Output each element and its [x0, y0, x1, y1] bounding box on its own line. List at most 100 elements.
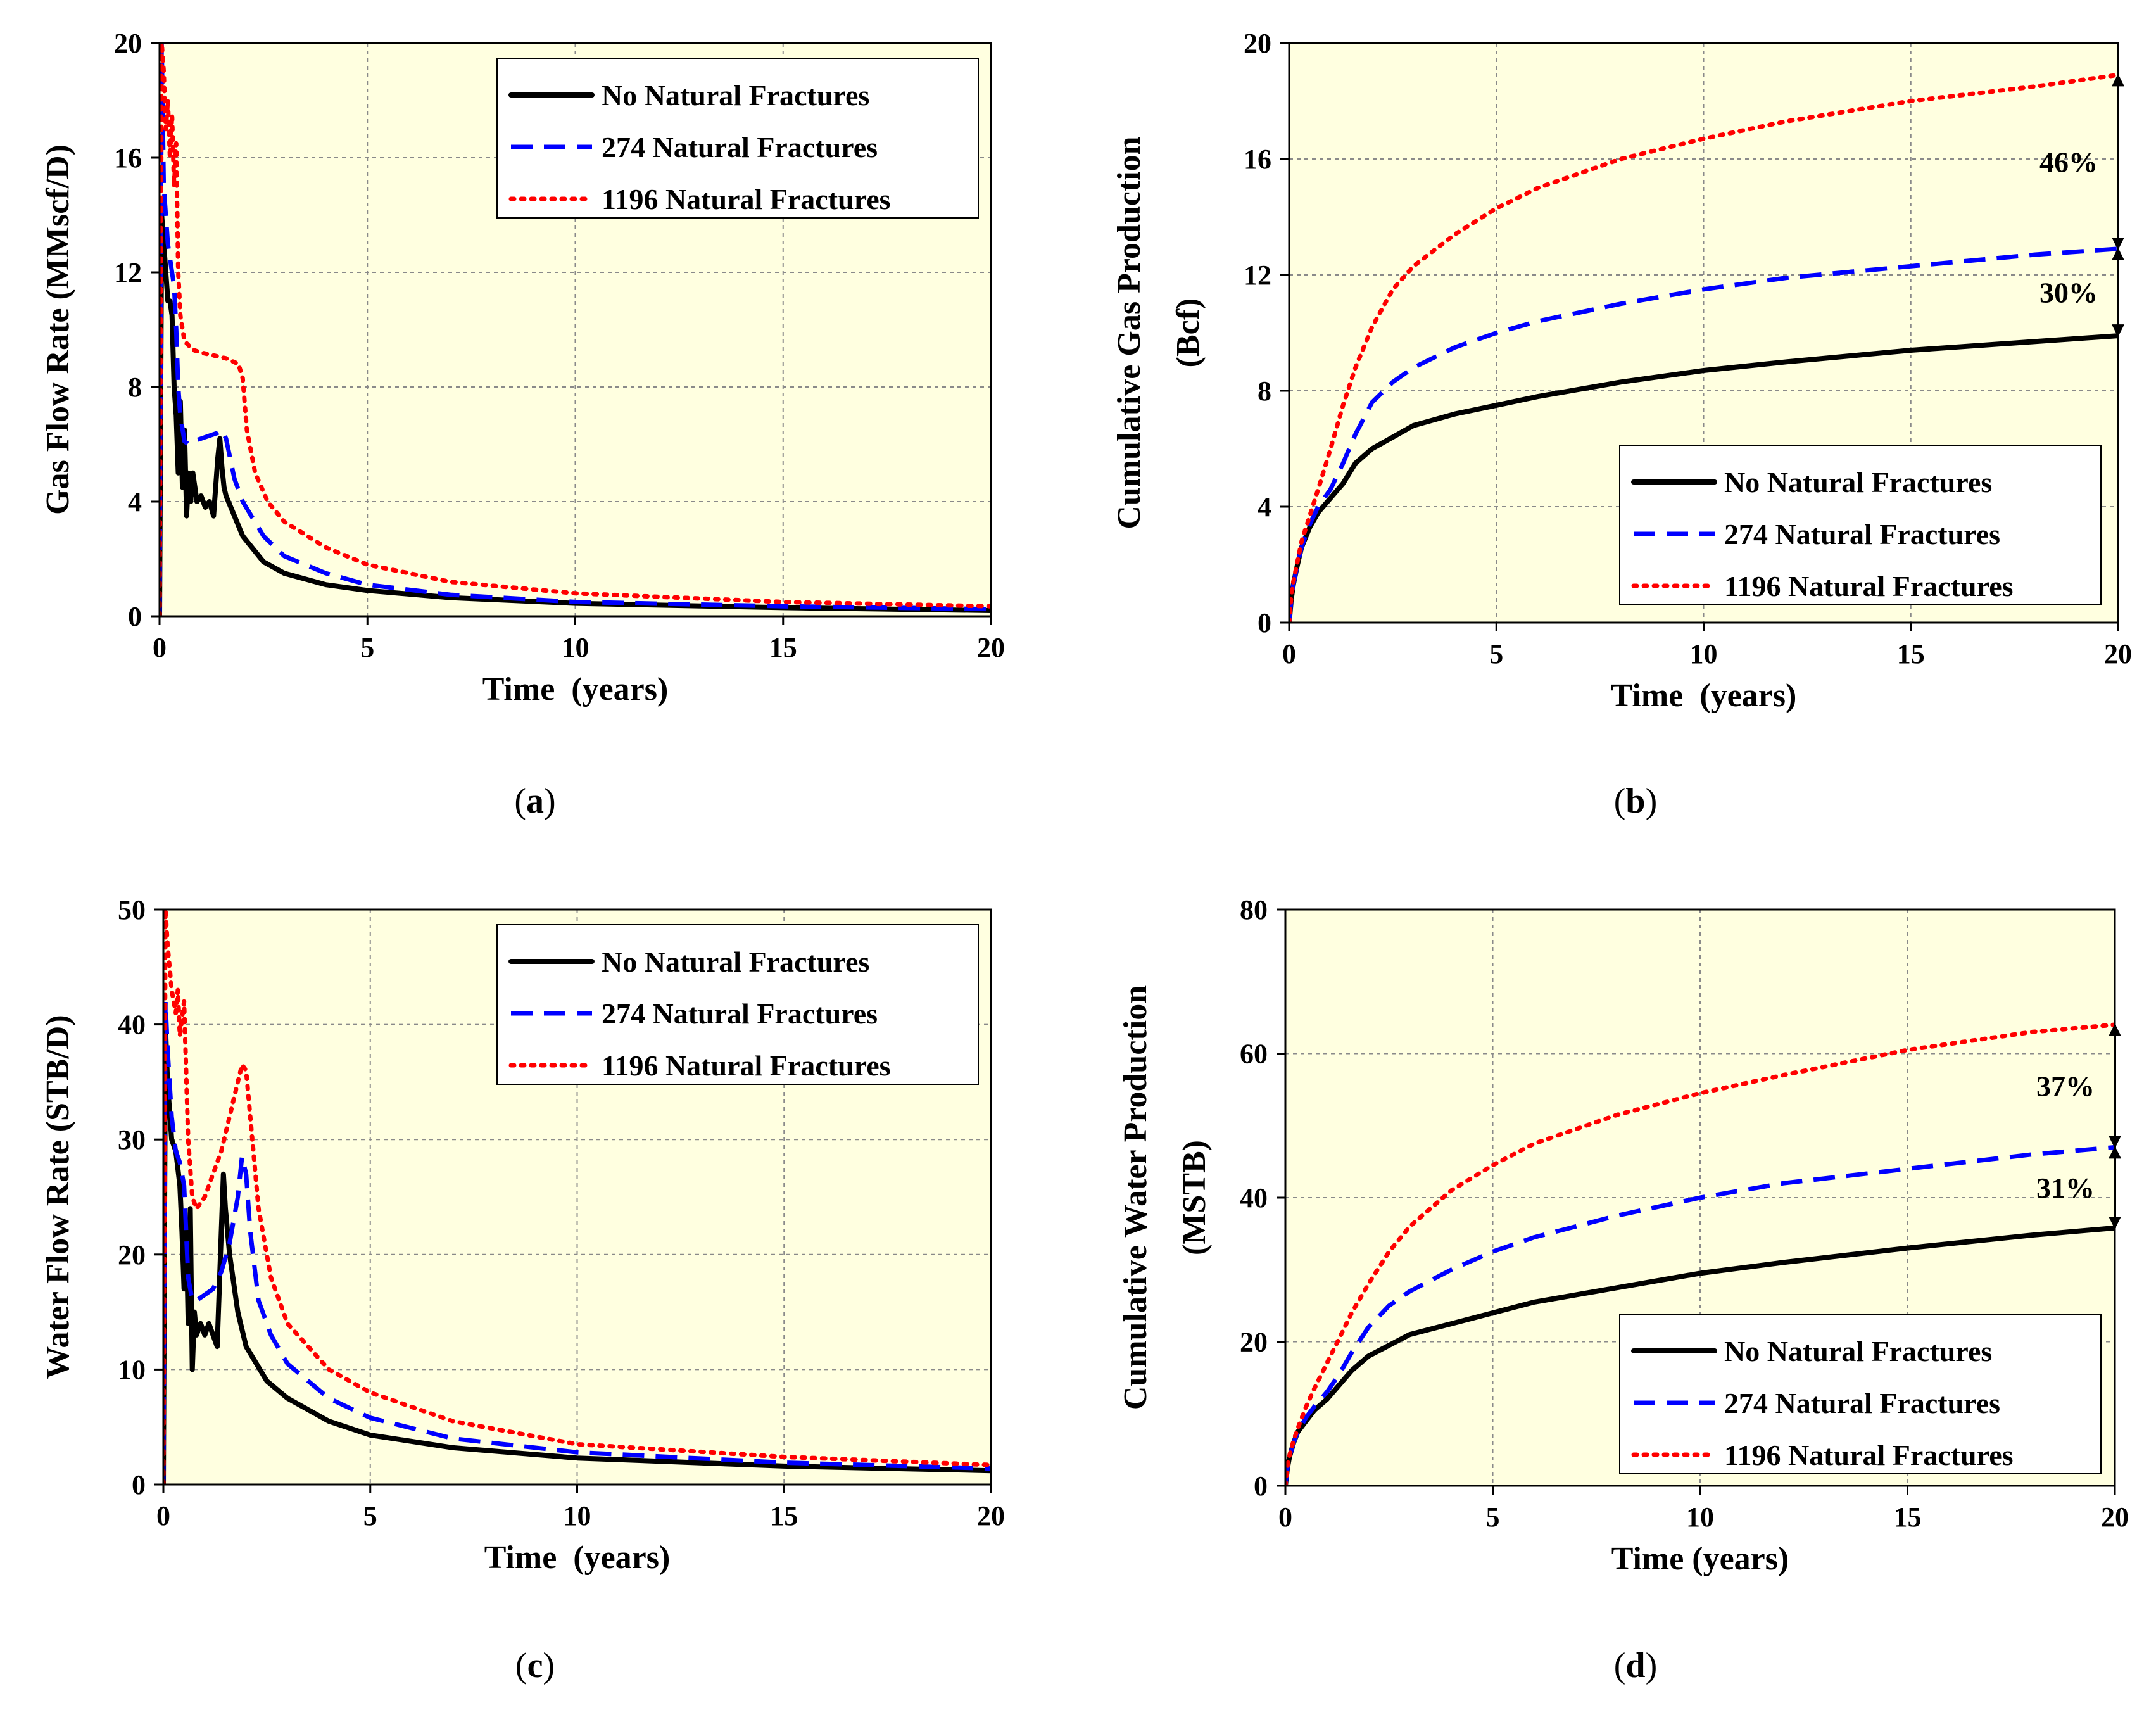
y-tick-label: 80 [1240, 894, 1268, 925]
x-tick-label: 5 [363, 1500, 377, 1531]
caption-d: (d) [1614, 1646, 1657, 1685]
x-tick-label: 20 [977, 632, 1005, 663]
legend-entry-0: No Natural Fractures [602, 79, 869, 111]
x-tick-label: 15 [1897, 638, 1925, 669]
series-line-2 [1289, 72, 2118, 623]
panel-a-gas-flow-rate: 0 5 10 15 20 0 4 8 12 16 20 Time (years) Gas Flow Ra… [40, 28, 1005, 707]
legend: No Natural Fractures 274 Natural Fracture… [496, 924, 979, 1085]
x-tick-label: 10 [564, 1500, 591, 1531]
panel-b-cumulative-gas: 0 5 10 15 20 0 4 8 12 16 20 Time (years) Cumulative … [1111, 28, 2132, 714]
y-tick-label: 20 [118, 1239, 146, 1270]
annotation-label: 31% [2036, 1172, 2095, 1204]
panel-d-cumulative-water: 0 5 10 15 20 0 20 40 60 80 Time (years) Cumulative … [1118, 894, 2129, 1577]
legend: No Natural Fractures 274 Natural Fracture… [1619, 1314, 2102, 1474]
y-tick-label: 0 [132, 1469, 146, 1500]
y-tick-label: 50 [118, 894, 146, 925]
y-tick-label: 10 [118, 1354, 146, 1385]
series-group [160, 43, 991, 616]
series-line-2 [163, 909, 991, 1485]
x-tick-label: 5 [1489, 638, 1503, 669]
series-line-2 [1285, 1022, 2115, 1486]
series-group [1285, 1022, 2115, 1486]
x-axis-title: Time (years) [482, 671, 669, 707]
series-line-0 [163, 1022, 991, 1485]
legend: No Natural Fractures 274 Natural Fracture… [1619, 445, 2102, 605]
x-tick-label: 10 [562, 632, 589, 663]
y-tick-label: 16 [1244, 144, 1271, 175]
annotation-label: 30% [2039, 276, 2098, 308]
legend-entry-1: 274 Natural Fractures [602, 131, 878, 163]
y-axis-title: Water Flow Rate (STB/D) [40, 1015, 76, 1379]
legend-entry-1: 274 Natural Fractures [1724, 518, 2000, 550]
legend-box [1619, 1314, 2102, 1474]
annotation-0: 46% [2039, 73, 2124, 250]
annotation-1: 30% [2039, 247, 2124, 338]
legend-entry-2: 1196 Natural Fractures [602, 183, 891, 215]
legend-box [496, 58, 979, 218]
x-tick-label: 10 [1686, 1502, 1714, 1533]
caption-b: (b) [1614, 782, 1657, 821]
legend-entry-1: 274 Natural Fractures [1724, 1387, 2000, 1419]
y-axis-title: (Bcf) [1170, 298, 1206, 368]
legend: No Natural Fractures 274 Natural Fracture… [496, 58, 979, 218]
y-axis-title: Cumulative Water Production [1118, 985, 1154, 1410]
x-tick-label: 20 [977, 1500, 1005, 1531]
y-tick-label: 40 [118, 1010, 146, 1041]
series-line-0 [160, 212, 991, 616]
annotation-0: 37% [2036, 1023, 2121, 1149]
x-axis-title: Time (years) [1611, 678, 1797, 714]
x-tick-label: 0 [153, 632, 167, 663]
x-tick-label: 5 [1486, 1502, 1500, 1533]
y-tick-label: 20 [1244, 28, 1271, 59]
x-axis-title: Time (years) [1611, 1541, 1789, 1577]
series-line-1 [160, 43, 991, 616]
y-tick-label: 12 [1244, 260, 1271, 291]
y-tick-label: 20 [1240, 1327, 1268, 1358]
y-tick-label: 0 [1254, 1471, 1268, 1502]
y-axis-title: (MSTB) [1176, 1140, 1213, 1255]
annotation-label: 46% [2039, 146, 2098, 179]
x-tick-label: 0 [1282, 638, 1296, 669]
x-axis-title: Time (years) [484, 1540, 671, 1576]
legend-entry-2: 1196 Natural Fractures [602, 1049, 891, 1082]
y-tick-label: 20 [114, 28, 142, 59]
x-tick-label: 20 [2104, 638, 2132, 669]
y-tick-label: 40 [1240, 1182, 1268, 1213]
legend-entry-1: 274 Natural Fractures [602, 998, 878, 1030]
y-axis-title: Cumulative Gas Production [1111, 136, 1147, 529]
x-tick-label: 0 [1278, 1502, 1292, 1533]
x-tick-label: 0 [156, 1500, 170, 1531]
y-tick-label: 8 [128, 372, 142, 403]
caption-a: (a) [514, 782, 555, 821]
legend-box [496, 924, 979, 1085]
legend-entry-0: No Natural Fractures [1724, 1335, 1992, 1367]
y-tick-label: 4 [1258, 491, 1271, 522]
caption-c: (c) [515, 1646, 555, 1685]
x-tick-label: 10 [1690, 638, 1718, 669]
y-tick-label: 12 [114, 257, 142, 288]
series-group [163, 909, 991, 1485]
y-tick-label: 8 [1258, 376, 1271, 407]
y-tick-label: 0 [1258, 607, 1271, 638]
x-tick-label: 15 [770, 1500, 798, 1531]
annotation-1: 31% [2036, 1146, 2121, 1229]
series-group [1289, 72, 2118, 623]
x-tick-label: 15 [1894, 1502, 1922, 1533]
legend-box [1619, 445, 2102, 605]
x-tick-label: 20 [2101, 1502, 2129, 1533]
legend-entry-0: No Natural Fractures [1724, 466, 1992, 498]
y-tick-label: 60 [1240, 1039, 1268, 1070]
y-tick-label: 4 [128, 486, 142, 517]
annotation-label: 37% [2036, 1070, 2095, 1103]
y-tick-label: 30 [118, 1124, 146, 1155]
legend-entry-2: 1196 Natural Fractures [1724, 1439, 2014, 1471]
panel-c-water-flow-rate: 0 5 10 15 20 0 10 20 30 40 50 Time (years) Water Flo… [40, 894, 1005, 1576]
series-line-2 [160, 43, 991, 616]
x-tick-label: 5 [360, 632, 374, 663]
y-axis-title: Gas Flow Rate (MMscf/D) [40, 144, 76, 515]
series-line-1 [163, 999, 991, 1485]
y-tick-label: 0 [128, 601, 142, 632]
legend-entry-2: 1196 Natural Fractures [1724, 570, 2014, 602]
y-tick-label: 16 [114, 142, 142, 174]
